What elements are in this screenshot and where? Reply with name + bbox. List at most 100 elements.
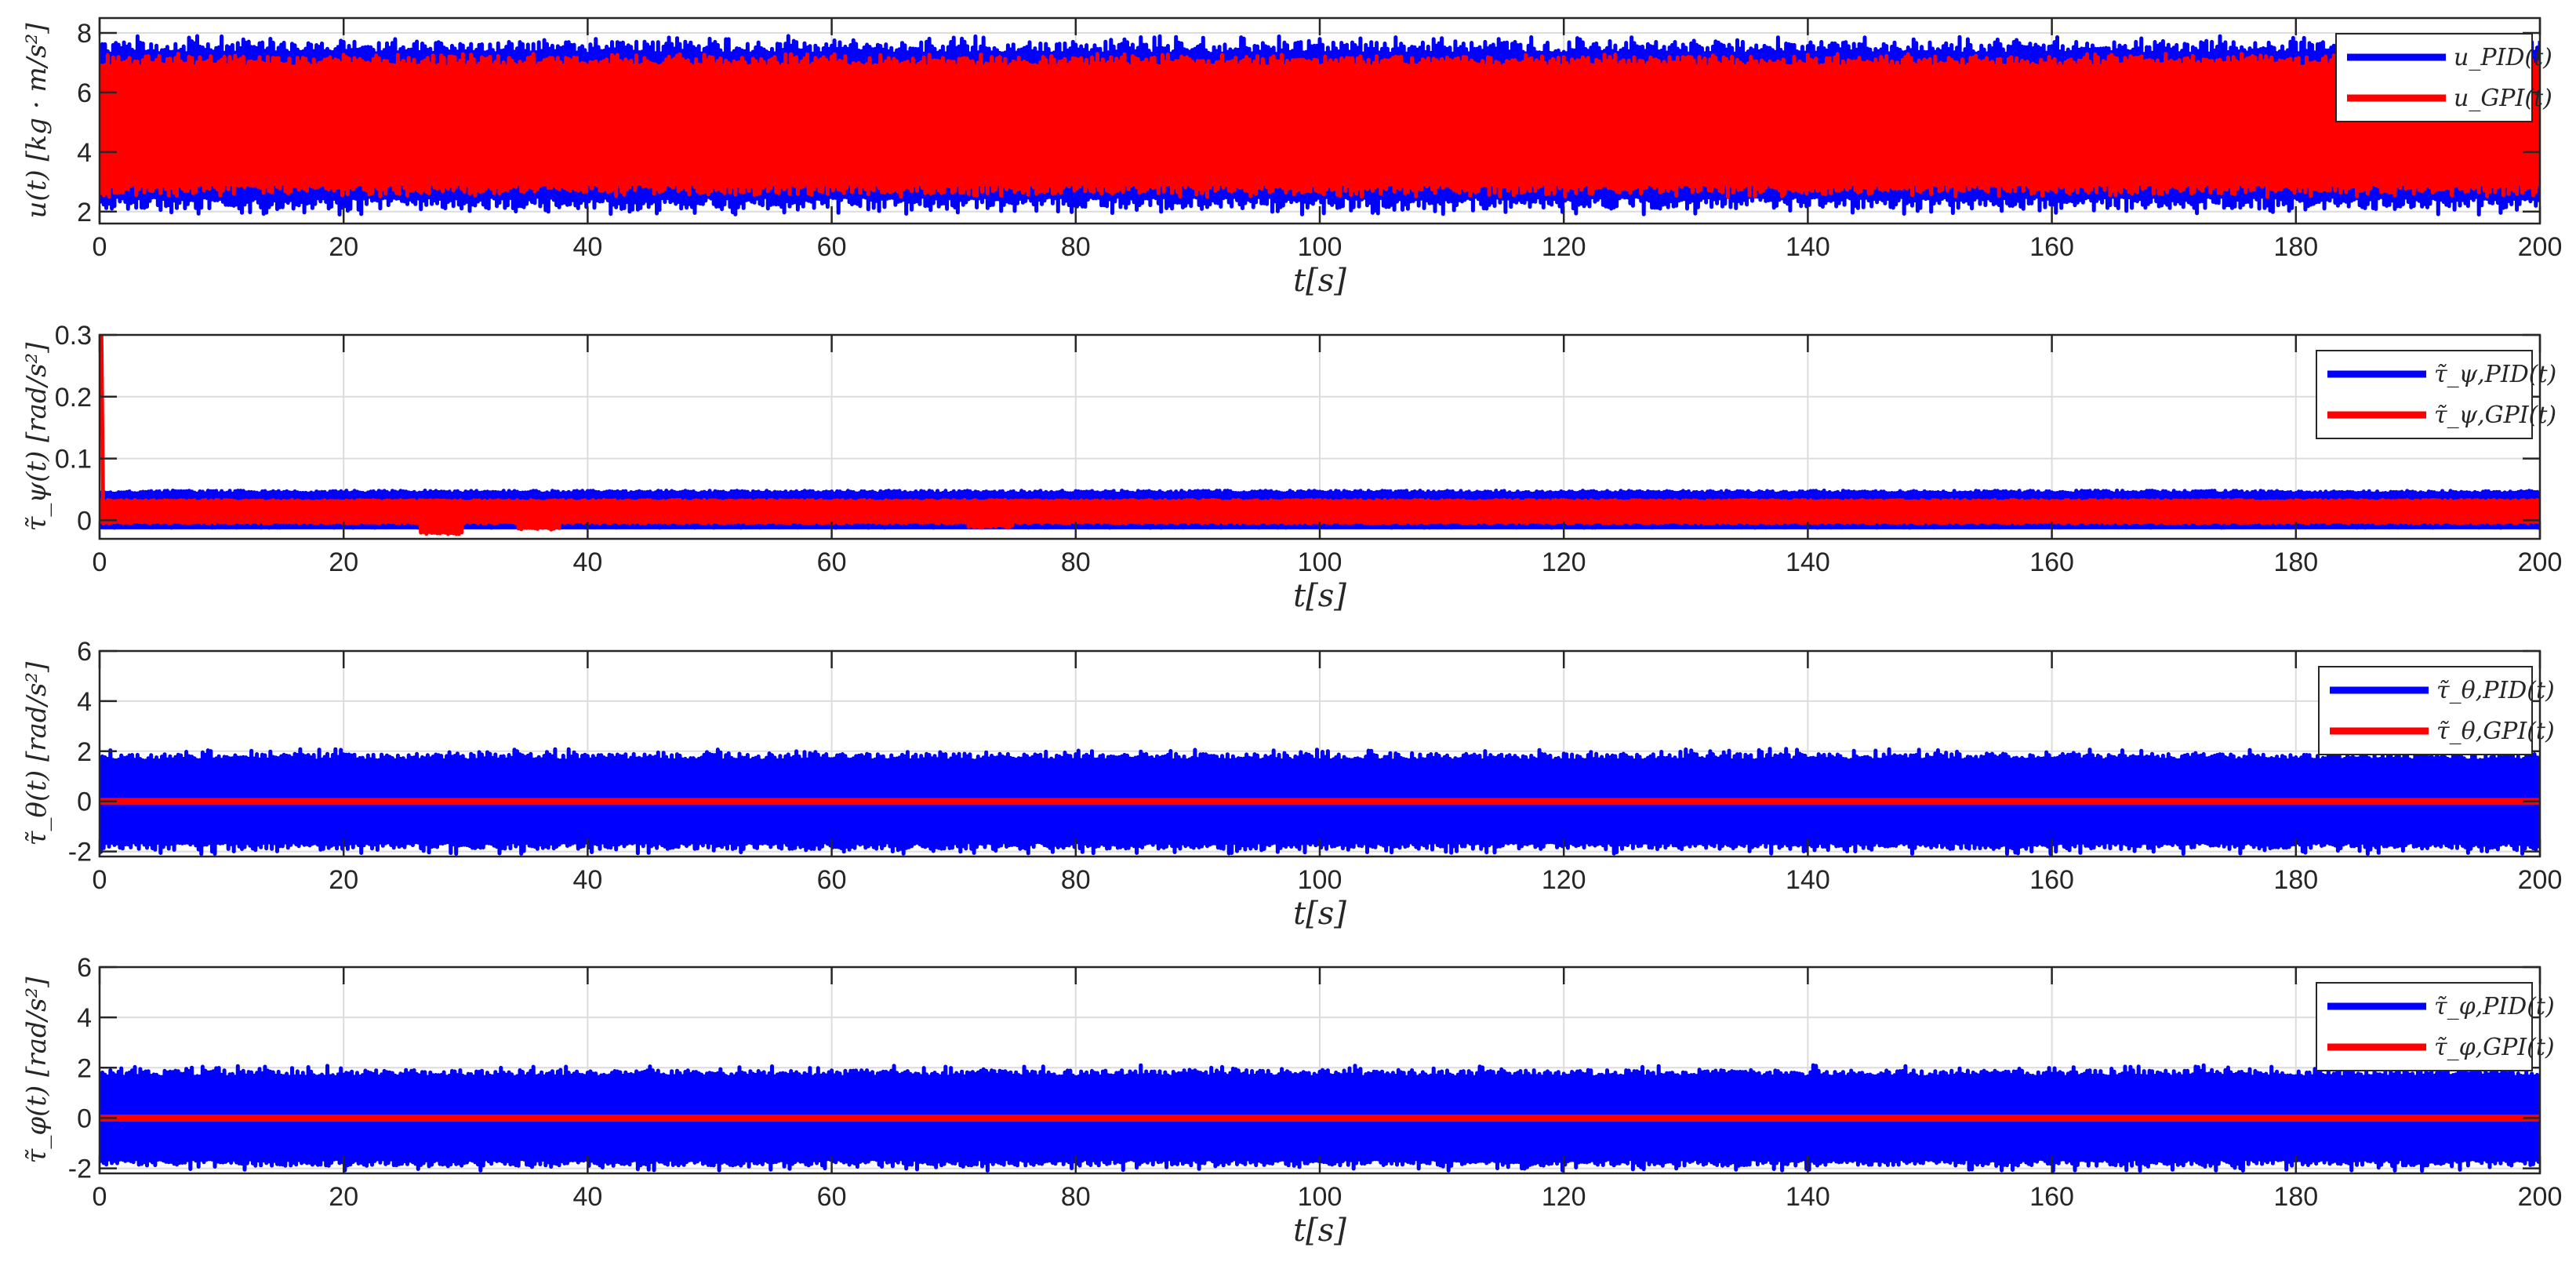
x-tick-label: 200	[2518, 232, 2563, 262]
legend-box	[2316, 982, 2533, 1071]
x-tick-label: 80	[1061, 865, 1091, 895]
x-axis-label: t[s]	[1293, 896, 1346, 932]
y-axis-label: τ̃_ψ(t) [rad/s²]	[21, 342, 53, 532]
panel-3: 0 20 40 60 80 100 120 140 160 180 200-20246t[s]τ̃_…	[21, 637, 2562, 932]
series-line-1	[100, 747, 2540, 856]
x-tick-label: 100	[1298, 232, 1342, 262]
x-tick-label: 0	[93, 865, 107, 895]
x-tick-label: 0	[93, 232, 107, 262]
legend-label: τ̃_φ,PID(t)	[2434, 993, 2555, 1020]
x-tick-label: 60	[817, 547, 847, 577]
series-line-2	[100, 52, 2540, 199]
x-tick-label: 160	[2029, 1182, 2074, 1212]
y-tick-label: 0	[77, 1104, 92, 1133]
legend-box	[2318, 666, 2533, 755]
series-line-2	[100, 335, 2540, 536]
x-tick-label: 140	[1786, 547, 1830, 577]
y-tick-label: 0.3	[55, 321, 92, 351]
y-tick-label: -2	[68, 838, 92, 867]
x-tick-label: 120	[1542, 232, 1586, 262]
x-tick-label: 140	[1786, 1182, 1830, 1212]
x-tick-label: 180	[2273, 547, 2318, 577]
legend-box	[2335, 33, 2533, 122]
y-tick-label: 6	[77, 78, 92, 108]
y-tick-label: 2	[77, 198, 92, 227]
legend-label: τ̃_θ,PID(t)	[2436, 677, 2555, 704]
x-tick-label: 60	[817, 1182, 847, 1212]
x-tick-label: 180	[2273, 232, 2318, 262]
x-tick-label: 0	[93, 1182, 107, 1212]
y-tick-label: 0	[77, 787, 92, 817]
y-tick-label: 8	[77, 19, 92, 49]
y-tick-label: 0.2	[55, 383, 92, 413]
series-group	[100, 747, 2540, 856]
x-tick-label: 80	[1061, 232, 1091, 262]
x-tick-label: 20	[329, 232, 358, 262]
x-tick-label: 20	[329, 1182, 358, 1212]
x-axis-label: t[s]	[1293, 263, 1346, 299]
legend-label: τ̃_ψ,PID(t)	[2434, 361, 2556, 388]
y-tick-label: 6	[77, 953, 92, 983]
x-tick-label: 160	[2029, 865, 2074, 895]
x-tick-label: 20	[329, 865, 358, 895]
x-tick-label: 160	[2029, 547, 2074, 577]
y-tick-label: 0	[77, 506, 92, 536]
x-tick-label: 80	[1061, 1182, 1091, 1212]
x-tick-label: 100	[1298, 1182, 1342, 1212]
y-tick-label: 2	[77, 1053, 92, 1083]
x-tick-label: 120	[1542, 1182, 1586, 1212]
x-tick-label: 40	[572, 1182, 602, 1212]
legend-box	[2316, 350, 2533, 439]
x-axis-label: t[s]	[1293, 1213, 1346, 1249]
x-tick-label: 100	[1298, 865, 1342, 895]
legend: τ̃_ψ,PID(t) τ̃_ψ,GPI(t)	[2316, 350, 2556, 439]
panel-1: 0 20 40 60 80 100 120 140 160 180 200 2 4 6 8 t[s] u(t) …	[21, 16, 2563, 299]
panel-4: 0 20 40 60 80 100 120 140 160 180 200-20246t[s]τ̃_…	[21, 953, 2562, 1249]
x-tick-label: 200	[2518, 547, 2563, 577]
legend-label: τ̃_ψ,GPI(t)	[2434, 402, 2556, 429]
legend-label: τ̃_φ,GPI(t)	[2434, 1034, 2555, 1061]
legend: u_PID(t) u_GPI(t)	[2335, 33, 2552, 122]
x-tick-label: 20	[329, 547, 358, 577]
y-tick-label: 0.1	[55, 445, 92, 475]
x-tick-label: 60	[817, 865, 847, 895]
legend-label: u_GPI(t)	[2454, 85, 2552, 112]
y-tick-label: 6	[77, 637, 92, 667]
y-tick-label: 2	[77, 737, 92, 767]
series-group	[100, 1063, 2540, 1173]
legend-label: u_PID(t)	[2454, 44, 2552, 71]
series-line-1	[100, 1063, 2540, 1173]
y-axis-label: τ̃_θ(t) [rad/s²]	[21, 661, 53, 846]
series-group	[100, 34, 2540, 216]
x-tick-label: 180	[2273, 1182, 2318, 1212]
x-tick-label: 200	[2518, 865, 2563, 895]
panel-2: 0 20 40 60 80 100 120 140 160 180 200 0 0.1 0.2 0.3 t[s…	[21, 321, 2562, 614]
x-tick-label: 0	[93, 547, 107, 577]
x-tick-label: 140	[1786, 865, 1830, 895]
y-axis-label: u(t) [kg · m/s²]	[21, 23, 53, 219]
x-tick-label: 140	[1786, 232, 1830, 262]
x-tick-label: 40	[572, 547, 602, 577]
x-tick-label: 180	[2273, 865, 2318, 895]
y-tick-label: 4	[77, 687, 92, 717]
y-axis-label: τ̃_φ(t) [rad/s²]	[21, 977, 53, 1164]
x-tick-label: 200	[2518, 1182, 2563, 1212]
series-line-1	[100, 34, 2540, 216]
y-tick-label: -2	[68, 1155, 92, 1184]
x-tick-label: 160	[2029, 232, 2074, 262]
legend: τ̃_φ,PID(t) τ̃_φ,GPI(t)	[2316, 982, 2555, 1071]
series-line-1	[100, 489, 2540, 530]
y-tick-label: 4	[77, 1003, 92, 1033]
x-tick-label: 40	[572, 865, 602, 895]
x-axis-label: t[s]	[1293, 578, 1346, 614]
x-tick-label: 100	[1298, 547, 1342, 577]
x-tick-label: 40	[572, 232, 602, 262]
x-tick-label: 120	[1542, 865, 1586, 895]
y-tick-label: 4	[77, 138, 92, 168]
legend-label: τ̃_θ,GPI(t)	[2436, 718, 2555, 745]
legend: τ̃_θ,PID(t) τ̃_θ,GPI(t)	[2318, 666, 2555, 755]
x-tick-label: 80	[1061, 547, 1091, 577]
x-tick-label: 60	[817, 232, 847, 262]
x-tick-label: 120	[1542, 547, 1586, 577]
